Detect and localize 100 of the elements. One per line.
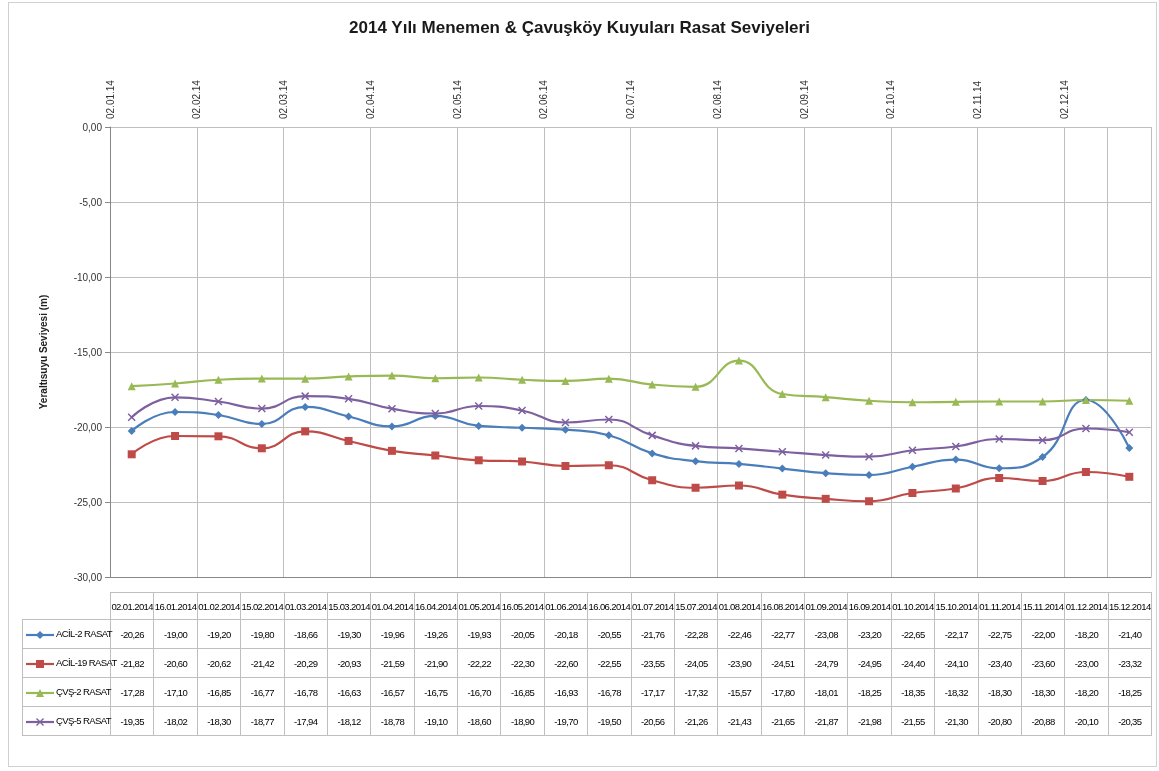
point	[301, 427, 310, 436]
point	[1038, 435, 1047, 445]
point	[1038, 453, 1047, 461]
data-label: -17,10	[153, 677, 198, 707]
data-label: -23,00	[1064, 648, 1109, 678]
x-tick-label: 15.02.2014	[240, 592, 284, 620]
point	[821, 450, 830, 460]
y-tick-label: -15,00	[73, 346, 103, 358]
point	[951, 484, 960, 493]
x-tick-label: 01.02.2014	[197, 592, 241, 620]
point	[518, 423, 527, 432]
point	[517, 406, 527, 415]
x-tick-label: 15.11.2014	[1021, 592, 1065, 620]
data-label: -19,50	[587, 706, 631, 736]
data-label: -19,70	[544, 706, 588, 736]
data-label: -19,93	[457, 619, 501, 649]
point	[604, 415, 614, 424]
point	[387, 446, 396, 455]
point	[257, 404, 267, 413]
point	[474, 373, 483, 382]
y-tick-label: -10,00	[73, 271, 103, 283]
data-label: -21,65	[761, 706, 805, 736]
data-label: -19,35	[110, 706, 154, 736]
point	[1125, 444, 1134, 452]
data-label: -24,79	[804, 648, 848, 678]
data-label: -19,80	[240, 619, 284, 649]
x-tick-label: 15.10.2014	[934, 592, 978, 620]
data-label: -18,01	[804, 677, 848, 707]
x-tick-label: 02.01.2014	[110, 592, 154, 620]
point	[127, 426, 136, 435]
data-label: -20,10	[1064, 706, 1109, 736]
data-label: -22,30	[500, 648, 545, 678]
data-label: -18,02	[153, 706, 198, 736]
point	[214, 432, 223, 441]
data-label: -20,05	[500, 619, 545, 649]
data-label: -22,75	[978, 619, 1022, 649]
data-label: -20,35	[1108, 706, 1152, 736]
x-tick-label: 16.05.2014	[500, 592, 545, 620]
x-tick-label: 01.11.2014	[978, 592, 1022, 620]
data-label: -16,85	[500, 677, 545, 707]
point	[648, 476, 657, 485]
text: 02.07.14	[625, 79, 636, 119]
point	[778, 390, 787, 398]
point	[604, 461, 613, 470]
text: 02.04.14	[364, 79, 376, 119]
point	[821, 469, 830, 478]
point	[257, 374, 266, 383]
point	[387, 371, 396, 380]
y-tick-label: -30,00	[73, 571, 103, 583]
data-label: -16,75	[414, 677, 458, 707]
point	[474, 401, 483, 411]
data-label: -20,29	[284, 648, 328, 678]
x-tick-label: 16.04.2014	[414, 592, 458, 620]
data-label: -18,25	[1108, 677, 1152, 707]
point	[951, 442, 961, 451]
point	[604, 374, 613, 383]
data-label: -21,76	[631, 619, 675, 649]
point	[1038, 477, 1047, 485]
legend-label: ÇVŞ-5 RASAT	[22, 706, 111, 736]
data-label: -21,43	[717, 706, 762, 736]
legend-label: ÇVŞ-2 RASAT	[22, 677, 111, 707]
point	[908, 489, 917, 497]
point	[214, 375, 223, 384]
data-label: -18,30	[197, 706, 241, 736]
point	[1125, 396, 1134, 405]
data-label: -18,32	[934, 677, 978, 707]
point	[734, 481, 743, 490]
point	[995, 397, 1004, 406]
data-label: -18,25	[847, 677, 892, 707]
legend-label: ACİL-19 RASAT	[55, 656, 117, 671]
data-label: -21,87	[804, 706, 848, 736]
point	[951, 397, 960, 406]
data-label: -22,46	[717, 619, 762, 649]
point	[127, 413, 136, 422]
data-label: -20,18	[544, 619, 588, 649]
data-label: -20,55	[587, 619, 631, 649]
data-label: -19,10	[414, 706, 458, 736]
data-label: -22,22	[457, 648, 501, 678]
point	[647, 431, 657, 440]
point	[865, 396, 874, 405]
data-label: -21,55	[891, 706, 935, 736]
point	[1081, 468, 1090, 476]
data-label: -17,94	[284, 706, 328, 736]
data-label: -24,05	[674, 648, 718, 678]
data-label: -18,60	[457, 706, 501, 736]
data-label: -18,35	[891, 677, 935, 707]
x-tick-label: 16.09.2014	[847, 592, 892, 620]
point	[995, 474, 1004, 482]
point	[994, 434, 1004, 444]
data-label: -16,85	[197, 677, 241, 707]
data-label: -16,63	[327, 677, 371, 707]
point	[995, 464, 1004, 473]
x-tick-label: 01.10.2014	[891, 592, 935, 620]
data-label: -22,28	[674, 619, 718, 649]
data-label: -16,78	[587, 677, 631, 707]
point	[474, 421, 483, 430]
data-label: -18,90	[500, 706, 545, 736]
data-label: -24,51	[761, 648, 805, 678]
data-label: -21,30	[934, 706, 978, 736]
point	[518, 375, 527, 384]
